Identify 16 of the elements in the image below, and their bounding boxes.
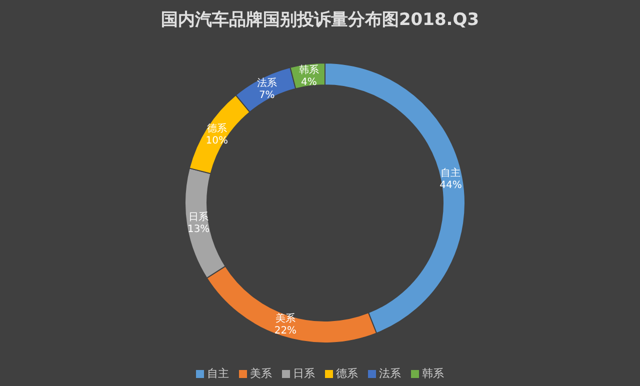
data-label: 22%: [274, 326, 297, 337]
data-label: 13%: [187, 224, 210, 236]
data-label: 4%: [301, 77, 317, 88]
legend-label: 日系: [292, 366, 315, 381]
chart-title: 国内汽车品牌国别投诉量分布图2018.Q3: [160, 9, 480, 31]
legend-label: 德系: [335, 366, 358, 381]
legend-label: 法系: [378, 366, 401, 381]
slice-label: 德系: [206, 122, 227, 134]
slice-label: 韩系: [298, 64, 319, 76]
slice-label: 美系: [275, 312, 296, 325]
slice-label: 自主: [440, 167, 461, 180]
slice-label: 法系: [256, 76, 277, 89]
legend-label: 自主: [206, 366, 229, 381]
legend-label: 美系: [249, 366, 272, 381]
legend-label: 韩系: [421, 366, 444, 381]
data-label: 7%: [258, 90, 275, 101]
